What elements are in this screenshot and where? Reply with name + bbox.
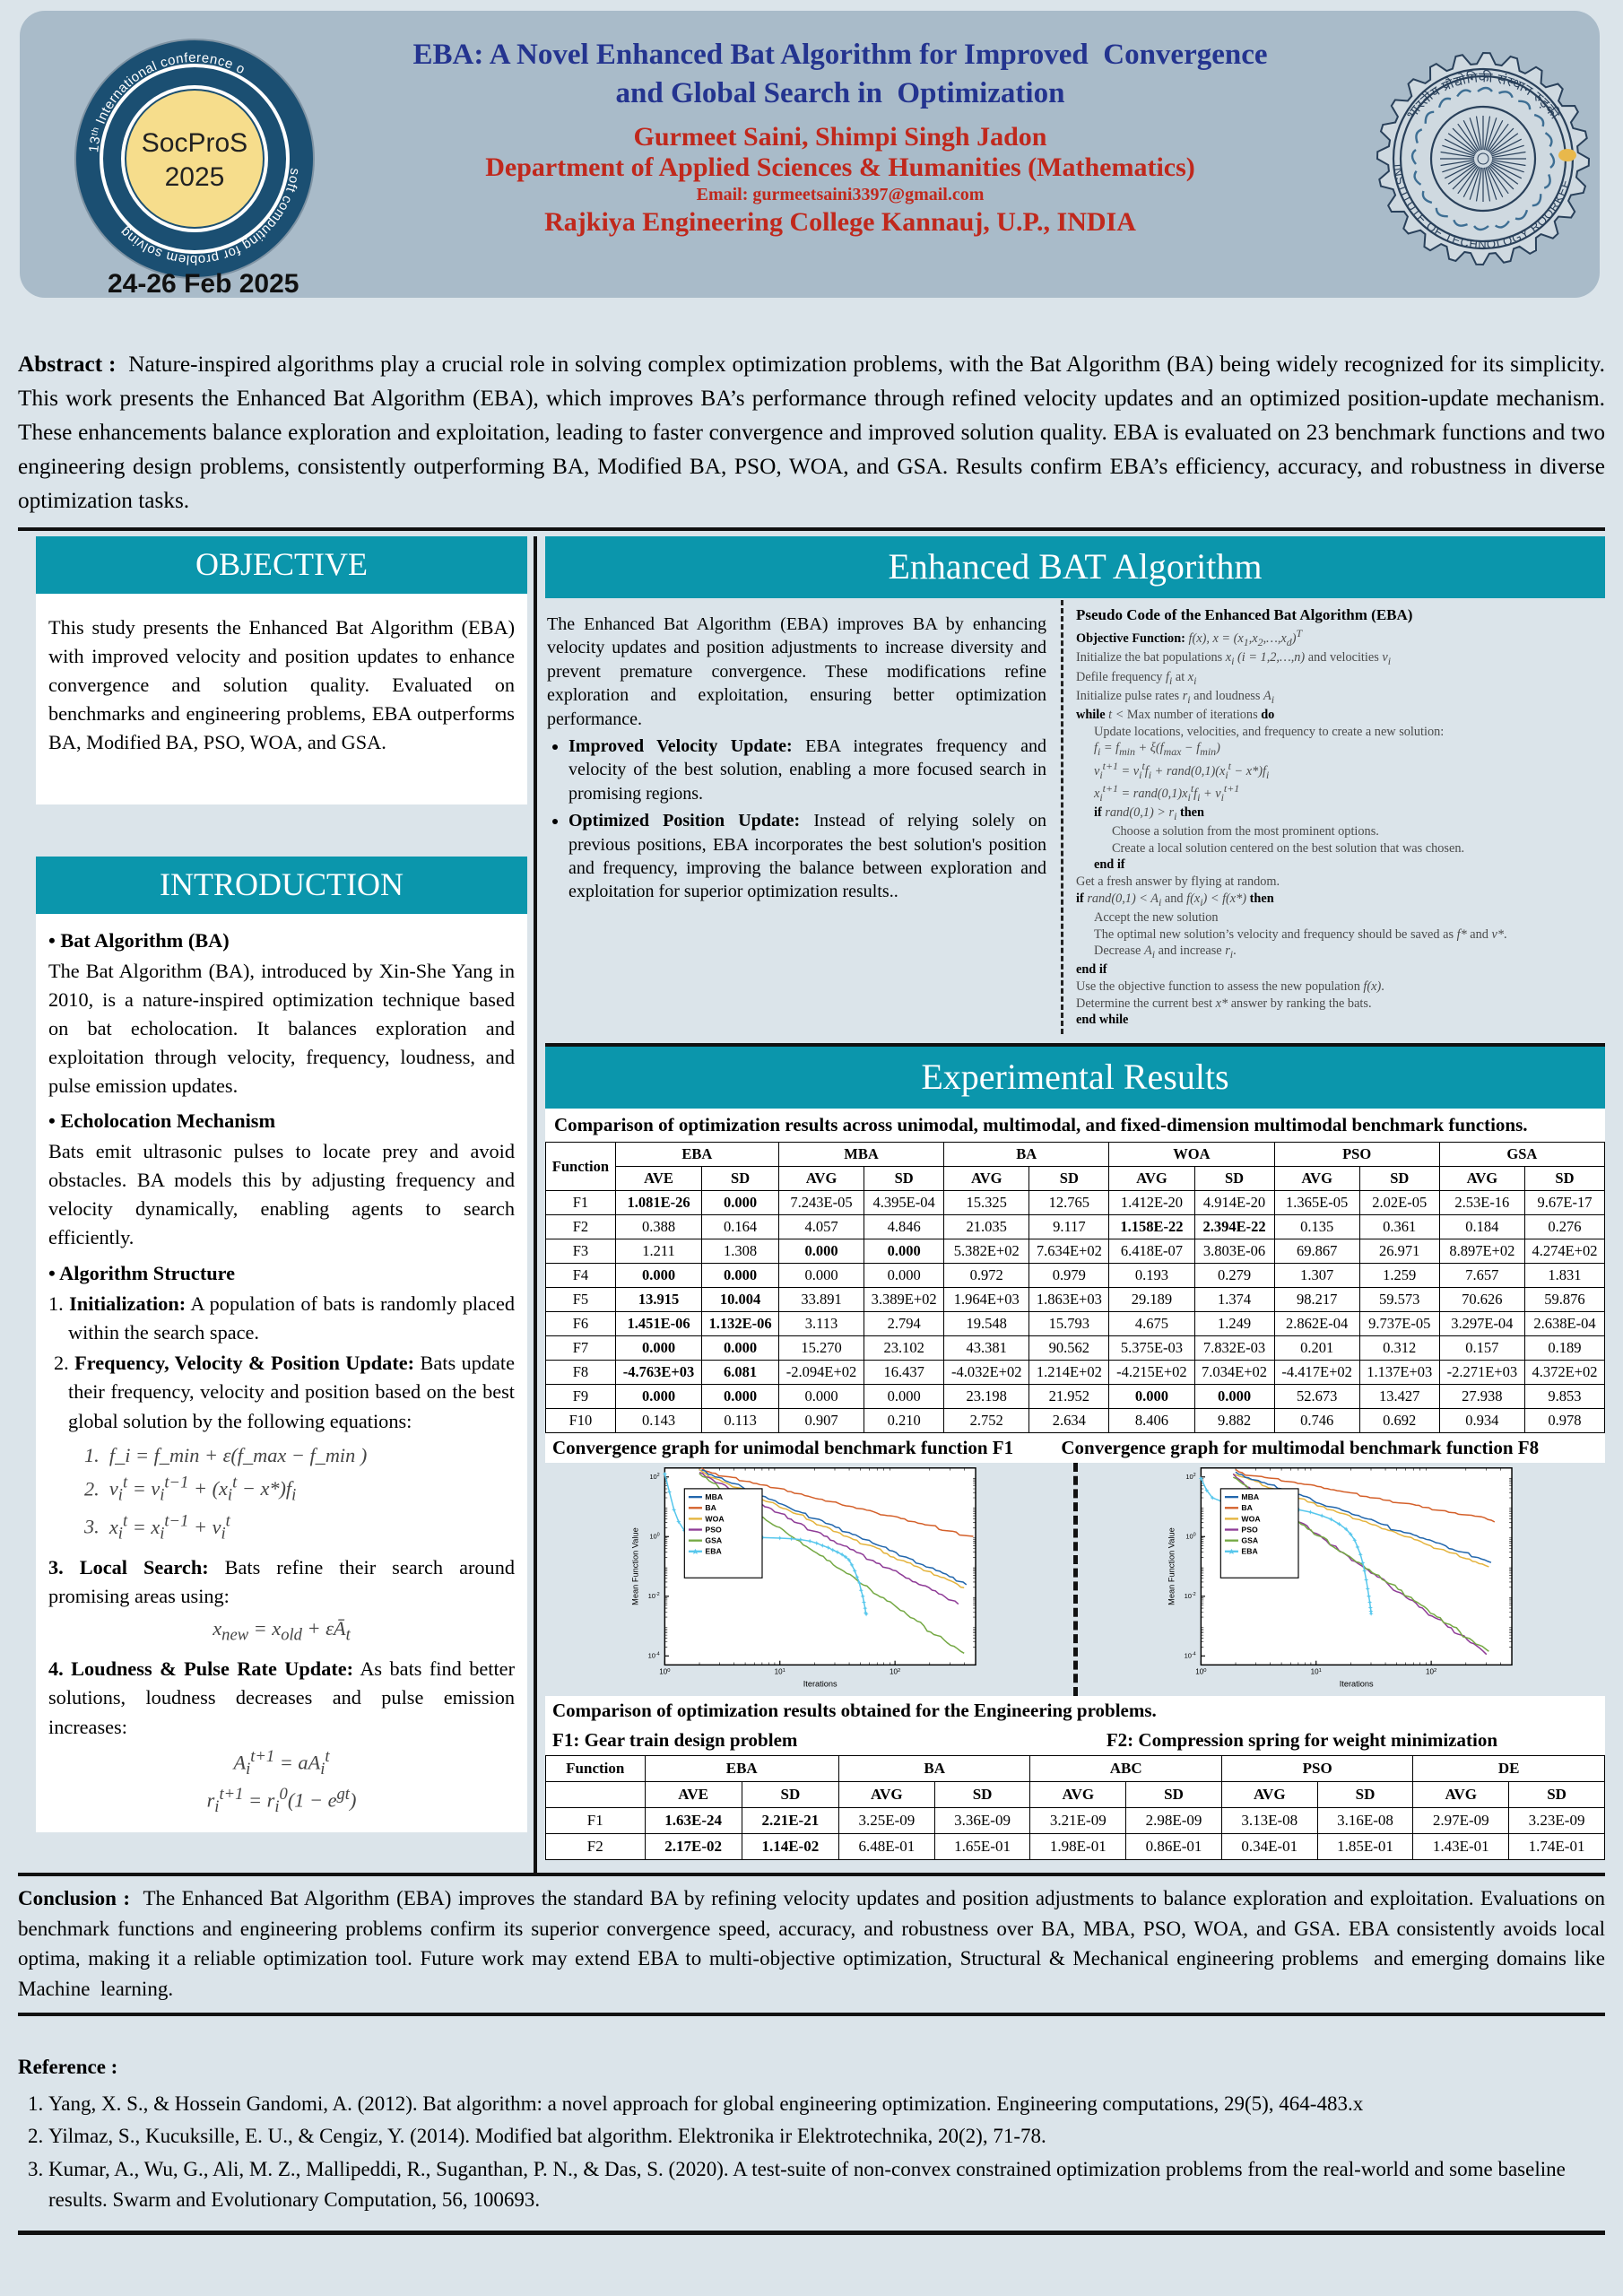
svg-text:Mean Function Value: Mean Function Value xyxy=(1167,1527,1176,1605)
svg-text:PSO: PSO xyxy=(1241,1525,1258,1534)
svg-text:EBA: EBA xyxy=(705,1547,722,1556)
svg-text:102: 102 xyxy=(649,1473,659,1481)
svg-text:GSA: GSA xyxy=(1241,1536,1259,1545)
svg-text:WOA: WOA xyxy=(705,1514,725,1523)
svg-text:Iterations: Iterations xyxy=(1339,1680,1373,1689)
svg-text:BA: BA xyxy=(705,1503,716,1512)
svg-text:102: 102 xyxy=(1185,1473,1195,1481)
svg-text:10-4: 10-4 xyxy=(1184,1652,1195,1660)
svg-text:WOA: WOA xyxy=(1241,1514,1261,1523)
svg-text:2025: 2025 xyxy=(165,162,225,192)
svg-text:BA: BA xyxy=(1241,1503,1253,1512)
svg-text:Mean Function Value: Mean Function Value xyxy=(630,1527,639,1605)
svg-text:100: 100 xyxy=(649,1533,659,1541)
svg-text:GSA: GSA xyxy=(705,1536,723,1545)
svg-text:Iterations: Iterations xyxy=(803,1680,838,1689)
svg-text:10-2: 10-2 xyxy=(648,1592,660,1600)
svg-text:EBA: EBA xyxy=(1241,1547,1258,1556)
svg-text:SocProS: SocProS xyxy=(142,128,247,158)
svg-text:101: 101 xyxy=(775,1668,785,1676)
svg-text:102: 102 xyxy=(1426,1668,1436,1676)
svg-text:MBA: MBA xyxy=(705,1492,723,1501)
svg-text:100: 100 xyxy=(1185,1533,1195,1541)
svg-text:101: 101 xyxy=(1310,1668,1321,1676)
svg-text:102: 102 xyxy=(890,1668,900,1676)
svg-text:10-4: 10-4 xyxy=(648,1652,660,1660)
svg-text:MBA: MBA xyxy=(1241,1492,1259,1501)
svg-text:PSO: PSO xyxy=(705,1525,722,1534)
svg-text:100: 100 xyxy=(1195,1668,1206,1676)
svg-text:10-2: 10-2 xyxy=(1184,1592,1195,1600)
svg-text:100: 100 xyxy=(659,1668,670,1676)
